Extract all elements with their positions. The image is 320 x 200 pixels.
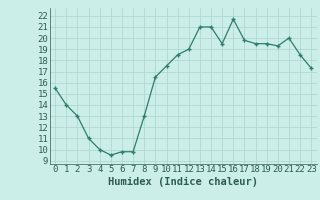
X-axis label: Humidex (Indice chaleur): Humidex (Indice chaleur): [108, 177, 258, 187]
